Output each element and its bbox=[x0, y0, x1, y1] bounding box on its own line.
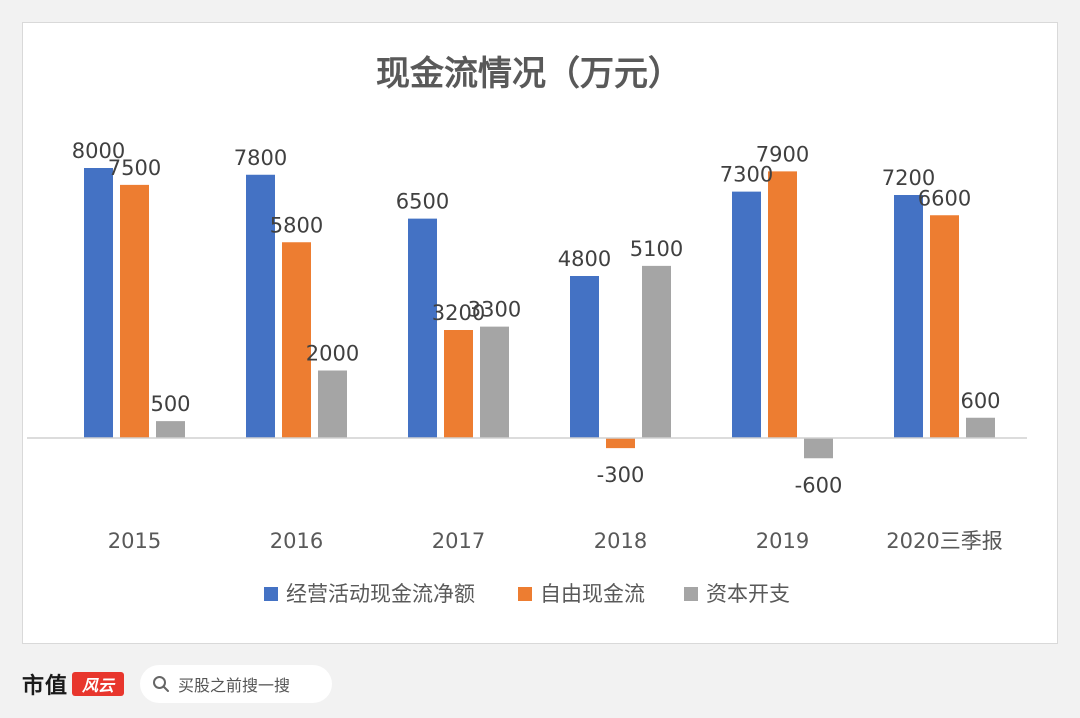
bar-2016-经营活动现金流净额[interactable] bbox=[246, 174, 275, 438]
bar-2015-自由现金流[interactable] bbox=[120, 184, 149, 438]
data-label-2015-经营活动现金流净额: 8000 bbox=[72, 139, 125, 163]
data-label-2017-自由现金流: 3200 bbox=[432, 301, 485, 325]
x-tick-2019: 2019 bbox=[756, 529, 809, 553]
legend-label-自由现金流: 自由现金流 bbox=[540, 582, 645, 606]
data-label-2016-资本开支: 2000 bbox=[306, 342, 359, 366]
footer-bar: 市值 风云 买股之前搜一搜 bbox=[0, 645, 1080, 718]
x-tick-2020三季报: 2020三季报 bbox=[886, 529, 1002, 553]
bar-2018-资本开支[interactable] bbox=[642, 265, 671, 438]
legend-swatch-资本开支 bbox=[684, 587, 698, 601]
bar-2019-自由现金流[interactable] bbox=[768, 171, 797, 438]
data-label-2018-经营活动现金流净额: 4800 bbox=[558, 247, 611, 271]
data-label-2016-自由现金流: 5800 bbox=[270, 213, 323, 237]
search-placeholder: 买股之前搜一搜 bbox=[178, 676, 291, 695]
bar-2020三季报-经营活动现金流净额[interactable] bbox=[894, 195, 923, 438]
data-label-2017-资本开支: 3300 bbox=[468, 298, 521, 322]
data-label-2019-经营活动现金流净额: 7300 bbox=[720, 163, 773, 187]
data-label-2019-自由现金流: 7900 bbox=[756, 142, 809, 166]
bar-2017-经营活动现金流净额[interactable] bbox=[408, 218, 437, 438]
bar-2016-自由现金流[interactable] bbox=[282, 242, 311, 438]
chart-card: 现金流情况（万元） 8000 7500 500 7800 5800 2000 6500 320… bbox=[22, 22, 1058, 644]
x-tick-2016: 2016 bbox=[270, 529, 323, 553]
legend-swatch-自由现金流 bbox=[518, 587, 532, 601]
data-label-2018-资本开支: 5100 bbox=[630, 237, 683, 261]
data-label-2019-资本开支: -600 bbox=[795, 473, 843, 497]
x-tick-2015: 2015 bbox=[108, 529, 161, 553]
bar-2020三季报-资本开支[interactable] bbox=[966, 417, 995, 438]
brand-name: 市值 bbox=[22, 674, 69, 699]
x-tick-2017: 2017 bbox=[432, 529, 485, 553]
data-label-2015-资本开支: 500 bbox=[150, 392, 190, 416]
data-label-2017-经营活动现金流净额: 6500 bbox=[396, 190, 449, 214]
bar-2016-资本开支[interactable] bbox=[318, 370, 347, 439]
bar-2015-经营活动现金流净额[interactable] bbox=[84, 168, 113, 438]
brand-logo-mark: 风云 bbox=[72, 672, 125, 696]
chart-title: 现金流情况（万元） bbox=[376, 54, 682, 94]
bar-2018-经营活动现金流净额[interactable] bbox=[570, 276, 599, 438]
legend-label-资本开支: 资本开支 bbox=[706, 582, 790, 606]
brand-logo[interactable]: 市值 风云 bbox=[22, 671, 125, 699]
data-label-2015-自由现金流: 7500 bbox=[108, 156, 161, 180]
data-label-2020三季报-自由现金流: 6600 bbox=[918, 186, 971, 210]
data-label-2020三季报-资本开支: 600 bbox=[960, 389, 1000, 413]
legend-label-经营活动现金流净额: 经营活动现金流净额 bbox=[286, 582, 475, 606]
bar-2015-资本开支[interactable] bbox=[156, 421, 185, 438]
bar-2017-自由现金流[interactable] bbox=[444, 330, 473, 438]
data-label-2016-经营活动现金流净额: 7800 bbox=[234, 146, 287, 170]
x-tick-2018: 2018 bbox=[594, 529, 647, 553]
bar-2020三季报-自由现金流[interactable] bbox=[930, 215, 959, 438]
bars-layer bbox=[84, 168, 995, 459]
data-label-2020三季报-经营活动现金流净额: 7200 bbox=[882, 166, 935, 190]
legend-swatch-经营活动现金流净额 bbox=[264, 587, 278, 601]
bar-2018-自由现金流[interactable] bbox=[606, 438, 635, 449]
bar-2019-经营活动现金流净额[interactable] bbox=[732, 191, 761, 438]
bar-2017-资本开支[interactable] bbox=[480, 326, 509, 438]
x-tick-labels: 2015 2016 2017 2018 2019 2020三季报 bbox=[108, 529, 1003, 553]
search-box[interactable]: 买股之前搜一搜 bbox=[140, 665, 332, 703]
data-label-2018-自由现金流: -300 bbox=[597, 463, 645, 487]
search-icon bbox=[153, 676, 169, 692]
legend: 经营活动现金流净额 自由现金流 资本开支 bbox=[264, 582, 790, 606]
bar-2019-资本开支[interactable] bbox=[804, 438, 833, 459]
